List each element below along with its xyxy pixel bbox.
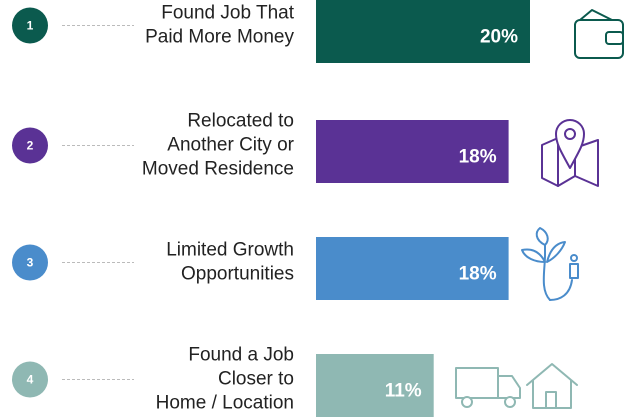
bar bbox=[316, 0, 530, 63]
icon-plant bbox=[521, 227, 579, 301]
category-label: Found a Job bbox=[188, 345, 294, 366]
rank-number: 4 bbox=[27, 373, 34, 387]
icon-wallet bbox=[574, 9, 624, 59]
rank-badge bbox=[12, 244, 48, 281]
category-label: Relocated to bbox=[187, 111, 294, 132]
rank-number: 3 bbox=[27, 256, 34, 270]
value-label: 11% bbox=[385, 381, 422, 402]
category-label: Found Job That bbox=[161, 3, 294, 24]
bar bbox=[316, 120, 509, 183]
rank-number: 1 bbox=[27, 19, 34, 33]
value-label: 18% bbox=[459, 147, 497, 168]
category-label: Another City or bbox=[167, 135, 294, 156]
bar bbox=[316, 354, 434, 417]
icon-map bbox=[541, 119, 599, 187]
rank-badge bbox=[12, 7, 48, 44]
category-label: Home / Location bbox=[156, 393, 294, 414]
value-label: 20% bbox=[480, 27, 518, 48]
category-label: Paid More Money bbox=[145, 27, 294, 48]
category-label: Limited Growth bbox=[166, 240, 294, 261]
category-label: Moved Residence bbox=[142, 159, 294, 180]
bar bbox=[316, 237, 509, 300]
category-label: Closer to bbox=[218, 369, 294, 390]
icon-truck-house bbox=[455, 363, 578, 409]
rank-number: 2 bbox=[27, 139, 34, 153]
rank-badge bbox=[12, 127, 48, 164]
value-label: 18% bbox=[459, 264, 497, 285]
rank-badge bbox=[12, 361, 48, 398]
category-label: Opportunities bbox=[181, 264, 294, 285]
